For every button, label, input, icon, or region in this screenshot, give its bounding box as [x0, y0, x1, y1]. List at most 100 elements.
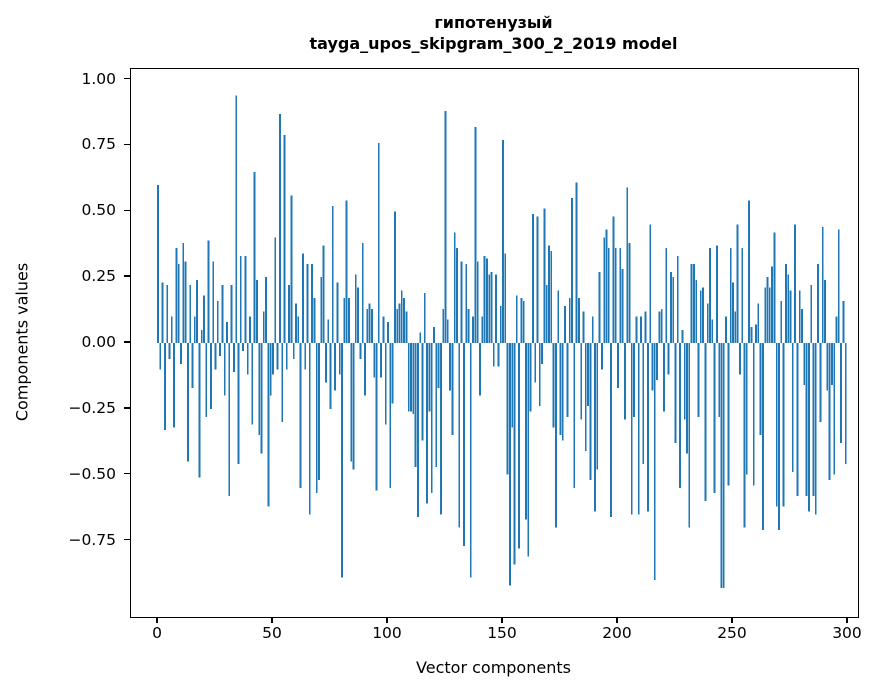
bar [591, 316, 594, 343]
bar [439, 343, 442, 515]
bar [805, 343, 808, 496]
bar [743, 343, 746, 528]
bar [814, 343, 817, 515]
bar [237, 343, 240, 465]
bar [603, 237, 606, 343]
bar [667, 343, 670, 375]
bar [173, 343, 176, 428]
bar [759, 343, 762, 436]
bar [272, 343, 274, 375]
bar [318, 343, 320, 480]
y-tick-mark [124, 275, 130, 277]
bar [251, 343, 254, 425]
bar [605, 229, 608, 343]
bar [787, 274, 790, 343]
bar [690, 263, 693, 343]
bar [722, 343, 725, 589]
bar [414, 343, 417, 467]
bar [216, 300, 219, 343]
bar [531, 213, 534, 343]
bar [389, 343, 392, 488]
bar [368, 303, 371, 343]
bar [748, 200, 751, 343]
bar [566, 343, 569, 417]
bar [366, 308, 369, 343]
bar [428, 343, 431, 412]
bar [508, 343, 511, 586]
bar [729, 248, 732, 343]
x-tick-mark [616, 617, 618, 623]
bar [336, 282, 339, 343]
x-tick-label: 300 [832, 624, 862, 642]
bar [246, 343, 249, 375]
bar [755, 324, 757, 343]
bar [598, 271, 601, 343]
bar [527, 343, 530, 557]
bar [706, 303, 709, 343]
bar [451, 343, 454, 436]
bar [775, 343, 778, 507]
bar [276, 343, 279, 370]
bar [483, 256, 486, 343]
bar [778, 343, 780, 531]
x-tick-mark [271, 617, 273, 623]
bar [290, 195, 293, 343]
bar [681, 329, 684, 343]
bar [771, 266, 774, 343]
bar [840, 343, 843, 444]
bar [826, 343, 829, 391]
bar [789, 290, 792, 343]
x-tick-mark [156, 617, 158, 623]
bar [653, 343, 656, 581]
y-tick-label: 0.00 [81, 333, 116, 351]
bar [607, 248, 610, 343]
bar [207, 240, 210, 343]
bar [761, 343, 764, 531]
bar [161, 282, 164, 343]
bar [320, 277, 323, 343]
bar [384, 343, 387, 425]
bar [635, 316, 638, 343]
x-tick-mark [501, 617, 503, 623]
bar [306, 263, 309, 343]
bar [343, 298, 346, 343]
bar [288, 285, 291, 343]
bar [453, 232, 456, 343]
bar [405, 311, 408, 343]
bar [387, 321, 389, 343]
bar [315, 343, 318, 494]
bar [193, 316, 196, 343]
x-tick-label: 250 [717, 624, 747, 642]
bar [446, 319, 449, 343]
bar [209, 343, 212, 409]
bar [649, 224, 652, 343]
bar [239, 256, 242, 343]
bar [327, 319, 330, 343]
bar [589, 343, 592, 480]
bar [377, 142, 380, 343]
bar [380, 343, 383, 378]
bar [373, 343, 376, 378]
bar [745, 343, 748, 475]
y-tick-mark [124, 473, 130, 475]
bar [476, 261, 479, 343]
bar [214, 343, 217, 370]
bar [375, 343, 378, 491]
bar [444, 111, 447, 344]
bar [538, 343, 541, 407]
bar [479, 343, 481, 396]
bar [842, 300, 845, 343]
bar [495, 274, 498, 343]
y-tick-label: 1.00 [81, 69, 116, 88]
bar [545, 285, 548, 343]
bar [626, 187, 629, 343]
bar [780, 300, 783, 343]
bar [557, 290, 560, 343]
bar [750, 327, 753, 343]
bar [554, 343, 557, 528]
x-tick-label: 150 [487, 624, 517, 642]
bar [442, 308, 445, 343]
bar [334, 343, 337, 391]
bar [200, 329, 203, 343]
